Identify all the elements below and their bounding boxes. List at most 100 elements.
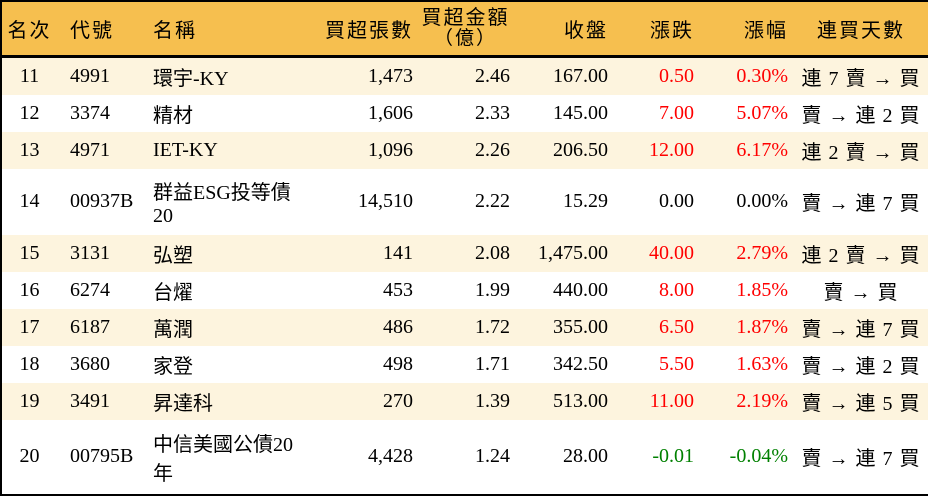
cell-close: 1,475.00 — [538, 242, 608, 265]
cell-pct: 5.07% — [736, 101, 788, 124]
table-row: 19 3491 昇達科 270 1.39 513.00 11.00 2.19% 賣 → 連 5 … — [2, 383, 928, 420]
cell-name: 環宇-KY — [153, 67, 229, 90]
header-row: 名次 代號 名稱 買超張數 買超金額 （億） 收盤 漲跌 漲幅 連買天數 — [2, 2, 928, 58]
cell-rank: 17 — [19, 316, 40, 339]
cell-streak: 賣 → 連 2 買 — [801, 104, 921, 127]
cell-streak: 賣 → 連 7 買 — [801, 319, 921, 342]
table-row: 17 6187 萬潤 486 1.72 355.00 6.50 1.87% 賣 → 連 7 買 — [2, 309, 928, 347]
cell-code: 4971 — [70, 138, 110, 161]
cell-amount: 1.99 — [475, 279, 510, 302]
header-pct: 漲幅 — [698, 2, 792, 58]
cell-code: 00795B — [70, 445, 134, 468]
cell-close: 28.00 — [563, 445, 608, 468]
cell-streak: 賣 → 買 — [823, 282, 899, 305]
cell-name: 精材 — [153, 104, 193, 127]
cell-pct: 2.79% — [736, 242, 788, 265]
cell-rank: 18 — [19, 353, 40, 376]
table-row: 11 4991 環宇-KY 1,473 2.46 167.00 0.50 0.30% 連 7 賣… — [2, 56, 928, 95]
cell-close: 145.00 — [553, 101, 608, 124]
header-change: 漲跌 — [612, 2, 698, 58]
cell-streak: 賣 → 連 2 買 — [801, 356, 921, 379]
table-row: 18 3680 家登 498 1.71 342.50 5.50 1.63% 賣 → 連 2 買 — [2, 346, 928, 383]
cell-volume: 498 — [383, 353, 413, 376]
cell-amount: 1.39 — [475, 389, 510, 412]
table-row: 16 6274 台燿 453 1.99 440.00 8.00 1.85% 賣 → 買 — [2, 272, 928, 310]
cell-change: 6.50 — [659, 316, 694, 339]
cell-volume: 141 — [383, 242, 413, 265]
cell-code: 3491 — [70, 389, 110, 412]
cell-volume: 14,510 — [358, 190, 413, 213]
cell-streak: 連 2 賣 → 買 — [801, 245, 921, 268]
cell-rank: 20 — [19, 445, 40, 468]
cell-pct: 6.17% — [736, 138, 788, 161]
cell-volume: 453 — [383, 279, 413, 302]
cell-amount: 2.46 — [475, 64, 510, 87]
table-row: 14 00937B 群益ESG投等債20 14,510 2.22 15.29 0.00 0.0… — [2, 168, 928, 236]
cell-close: 206.50 — [553, 138, 608, 161]
cell-volume: 1,473 — [368, 64, 413, 87]
cell-amount: 2.22 — [475, 190, 510, 213]
cell-volume: 486 — [383, 316, 413, 339]
cell-pct: 1.87% — [736, 316, 788, 339]
header-amount: 買超金額 （億） — [417, 2, 514, 58]
cell-close: 342.50 — [553, 353, 608, 376]
cell-pct: 2.19% — [736, 389, 788, 412]
header-code: 代號 — [57, 2, 142, 58]
cell-close: 355.00 — [553, 316, 608, 339]
cell-rank: 19 — [19, 389, 40, 412]
cell-name: 家登 — [153, 356, 193, 379]
cell-streak: 賣 → 連 5 買 — [801, 392, 921, 415]
cell-code: 3680 — [70, 353, 110, 376]
cell-change: 8.00 — [659, 279, 694, 302]
cell-pct: 0.30% — [736, 64, 788, 87]
cell-rank: 11 — [19, 64, 40, 87]
cell-amount: 1.72 — [475, 316, 510, 339]
header-amount-line2: （億） — [433, 27, 497, 49]
cell-rank: 15 — [19, 242, 40, 265]
cell-close: 15.29 — [563, 190, 608, 213]
cell-name: 弘塑 — [153, 245, 193, 268]
cell-pct: 0.00% — [736, 190, 788, 213]
cell-name: 台燿 — [153, 282, 193, 305]
cell-volume: 270 — [383, 389, 413, 412]
cell-name: 中信美國公債20年 — [153, 433, 293, 485]
cell-amount: 2.33 — [475, 101, 510, 124]
cell-name: 昇達科 — [153, 392, 213, 415]
table-body: 11 4991 環宇-KY 1,473 2.46 167.00 0.50 0.30% 連 7 賣… — [2, 56, 928, 494]
header-amount-line1: 買超金額 — [421, 6, 510, 29]
cell-change: 0.00 — [659, 190, 694, 213]
cell-name: 群益ESG投等債20 — [153, 181, 291, 227]
cell-volume: 1,096 — [368, 138, 413, 161]
cell-code: 4991 — [70, 64, 110, 87]
header-name: 名稱 — [142, 2, 302, 58]
cell-rank: 16 — [19, 279, 40, 302]
cell-name: 萬潤 — [153, 319, 193, 342]
cell-change: 11.00 — [649, 389, 694, 412]
cell-change: 12.00 — [649, 138, 694, 161]
cell-code: 6274 — [70, 279, 110, 302]
cell-amount: 2.26 — [475, 138, 510, 161]
table-row: 20 00795B 中信美國公債20年 4,428 1.24 28.00 -0.01 -0.0… — [2, 419, 928, 494]
table-row: 12 3374 精材 1,606 2.33 145.00 7.00 5.07% 賣 → 連 2 … — [2, 94, 928, 132]
header-streak: 連買天數 — [792, 2, 928, 58]
cell-rank: 13 — [19, 138, 40, 161]
cell-change: 0.50 — [659, 64, 694, 87]
cell-change: -0.01 — [652, 445, 694, 468]
cell-streak: 賣 → 連 7 買 — [801, 193, 921, 216]
table-row: 13 4971 IET-KY 1,096 2.26 206.50 12.00 6.17% 連 2… — [2, 131, 928, 169]
header-volume: 買超張數 — [302, 2, 417, 58]
cell-close: 440.00 — [553, 279, 608, 302]
cell-change: 5.50 — [659, 353, 694, 376]
cell-amount: 1.24 — [475, 445, 510, 468]
cell-amount: 2.08 — [475, 242, 510, 265]
cell-rank: 14 — [19, 190, 40, 213]
cell-streak: 連 2 賣 → 買 — [801, 141, 921, 164]
cell-code: 00937B — [70, 190, 134, 213]
cell-code: 3374 — [70, 101, 110, 124]
cell-streak: 賣 → 連 7 買 — [801, 448, 921, 471]
header-close: 收盤 — [514, 2, 612, 58]
cell-close: 167.00 — [553, 64, 608, 87]
table-row: 15 3131 弘塑 141 2.08 1,475.00 40.00 2.79% 連 2 賣 →… — [2, 235, 928, 273]
cell-code: 6187 — [70, 316, 110, 339]
